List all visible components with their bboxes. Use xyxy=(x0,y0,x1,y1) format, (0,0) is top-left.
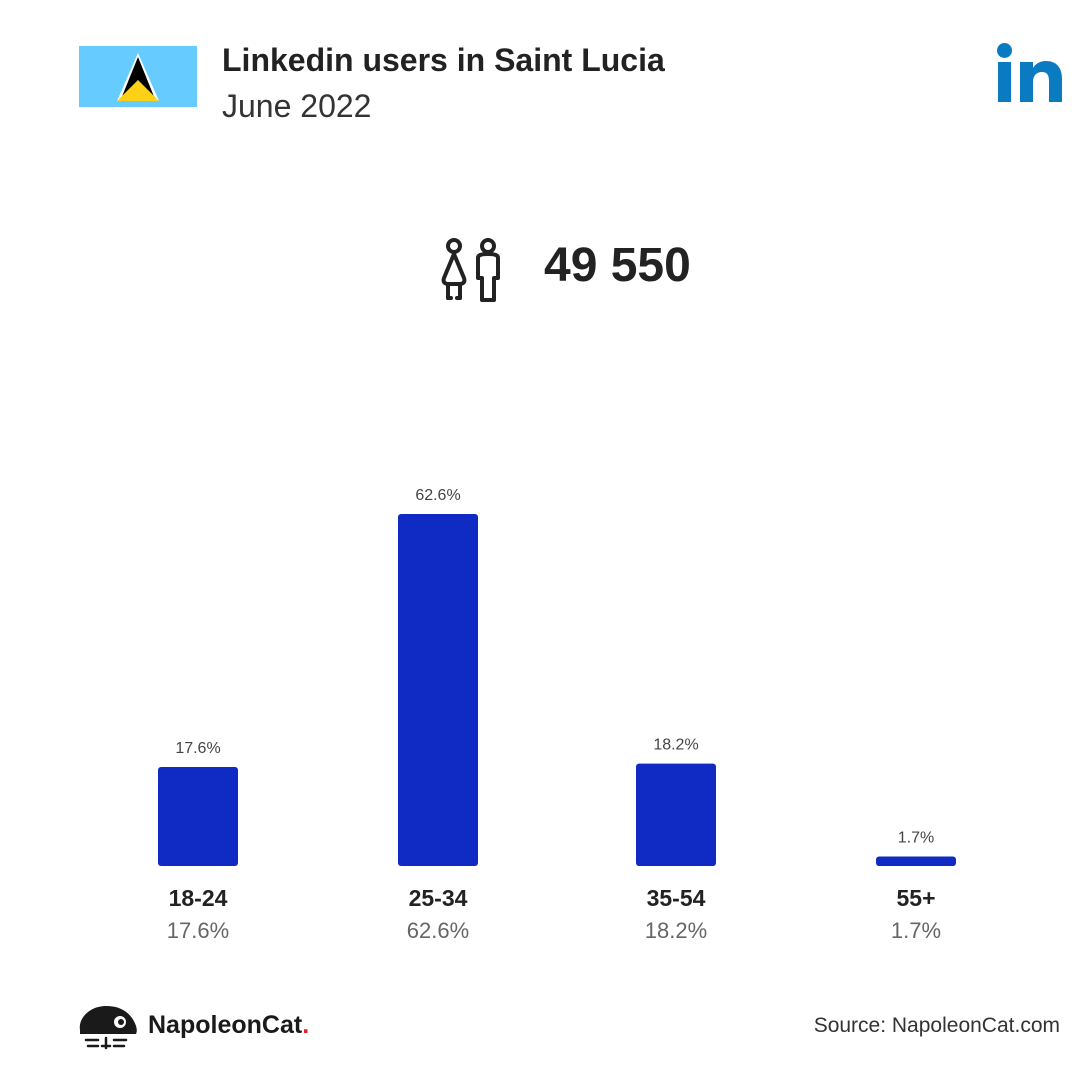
linkedin-icon xyxy=(997,43,1062,102)
category-label: 55+ xyxy=(896,885,935,911)
category-percent-label: 18.2% xyxy=(645,918,707,943)
saint-lucia-flag-icon xyxy=(79,46,197,107)
bar-value-label: 1.7% xyxy=(898,829,934,846)
category-label: 18-24 xyxy=(169,885,228,911)
category-percent-label: 17.6% xyxy=(167,918,229,943)
bar-value-label: 17.6% xyxy=(175,740,220,757)
category-label: 35-54 xyxy=(647,885,706,911)
chart-subtitle: June 2022 xyxy=(222,88,372,124)
bar-25-34 xyxy=(398,514,478,866)
category-label: 25-34 xyxy=(409,885,468,911)
source-label: Source: NapoleonCat.com xyxy=(813,1014,1060,1037)
chart-title: Linkedin users in Saint Lucia xyxy=(222,42,665,78)
category-percent-label: 62.6% xyxy=(407,918,469,943)
bar-35-54 xyxy=(636,763,716,866)
bar-18-24 xyxy=(158,767,238,866)
people-icon xyxy=(441,238,500,302)
bar-value-label: 18.2% xyxy=(653,737,698,754)
bar-value-label: 62.6% xyxy=(415,487,460,504)
bar-55+ xyxy=(876,856,956,866)
footer-brand-name: NapoleonCat. xyxy=(148,1011,310,1039)
napoleoncat-logo-icon xyxy=(79,1006,137,1050)
total-users-value: 49 550 xyxy=(544,239,691,292)
category-percent-label: 1.7% xyxy=(891,918,941,943)
